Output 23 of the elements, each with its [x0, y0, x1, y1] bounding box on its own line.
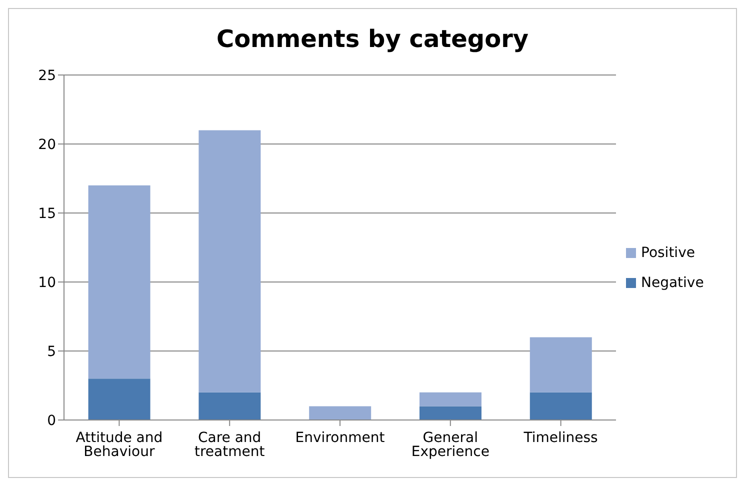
- x-tick-label: Care and treatment: [194, 430, 266, 460]
- bar: [530, 337, 592, 392]
- bar: [419, 392, 482, 406]
- chart-title: Comments by category: [215, 25, 530, 55]
- y-tick-label: 5: [47, 344, 56, 360]
- bar: [419, 406, 482, 420]
- bar: [530, 392, 592, 420]
- legend-label: Positive: [641, 245, 695, 261]
- bar: [198, 130, 261, 392]
- y-tick-label: 0: [47, 412, 56, 429]
- bar: [309, 406, 372, 420]
- legend-label: Negative: [641, 275, 704, 291]
- x-tick-label: Attitude and Behaviour: [76, 430, 163, 460]
- bar: [88, 185, 150, 379]
- y-tick-label: 25: [38, 68, 56, 84]
- x-tick-label: General Experience: [411, 430, 490, 460]
- y-tick-label: 10: [38, 274, 56, 291]
- x-tick-label: Environment: [295, 430, 386, 446]
- bar: [88, 378, 150, 420]
- x-tick-label: Timeliness: [522, 430, 598, 446]
- bar: [198, 392, 261, 420]
- y-tick-label: 15: [38, 206, 56, 222]
- y-tick-label: 20: [38, 136, 56, 153]
